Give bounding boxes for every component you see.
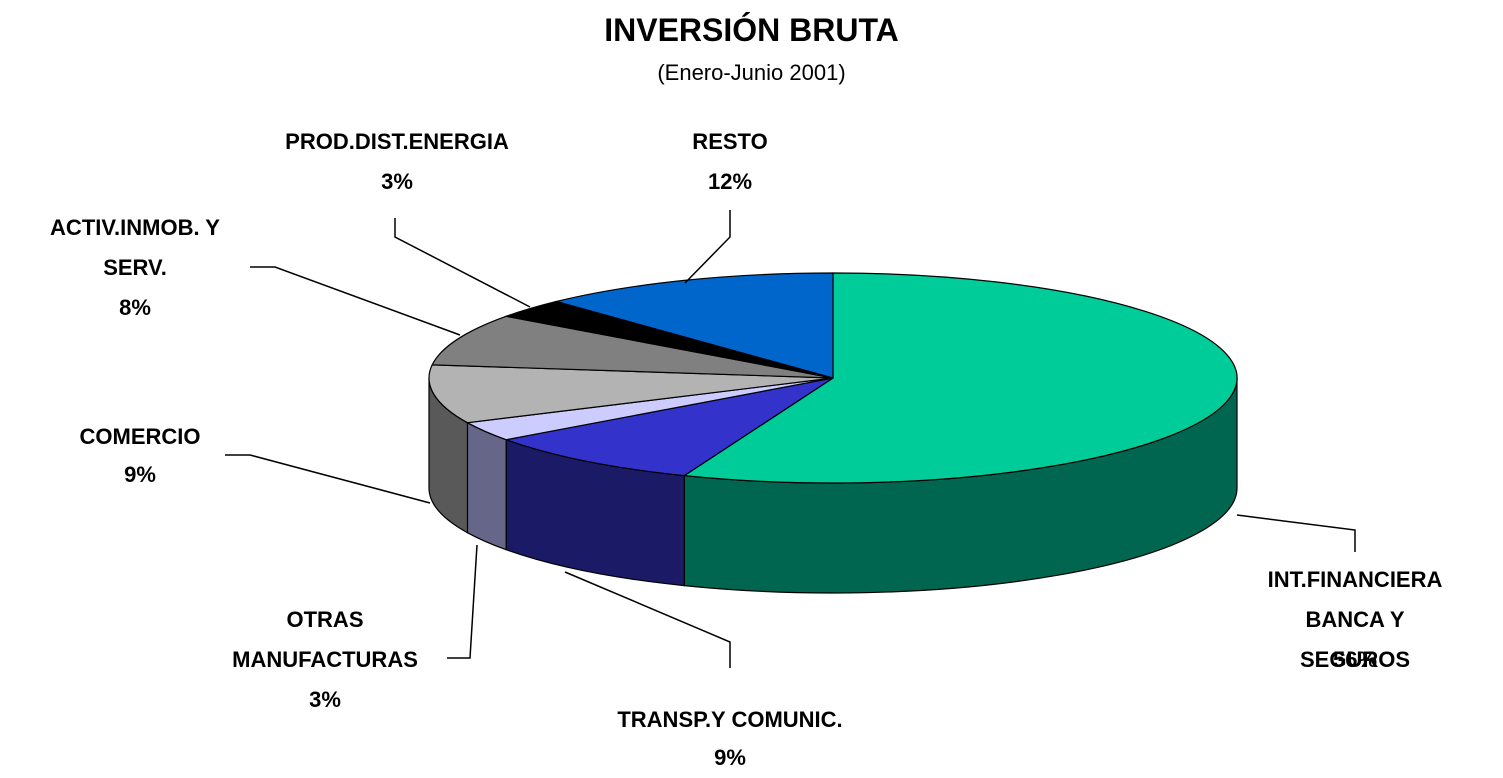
category-label: COMERCIO — [79, 424, 201, 449]
leader-line — [225, 454, 431, 504]
leader-line — [394, 218, 531, 308]
pie-slice — [682, 272, 1238, 484]
category-label: PROD.DIST.ENERGIA — [285, 129, 509, 154]
percent-label: 3% — [381, 169, 413, 194]
pie-slice — [554, 272, 834, 379]
chart: INVERSIÓN BRUTA (Enero-Junio 2001) INT.F… — [50, 12, 1443, 770]
percent-label: 56% — [1332, 647, 1378, 672]
pie — [428, 272, 1238, 594]
leader-lines — [225, 210, 1356, 668]
leader-line — [250, 266, 461, 336]
chart-title: INVERSIÓN BRUTA — [604, 12, 899, 48]
pie-slice — [503, 377, 834, 477]
category-label: RESTO — [692, 129, 768, 154]
leader-line — [1236, 514, 1356, 552]
percent-label: 9% — [714, 745, 746, 770]
pie-slice — [431, 315, 834, 379]
category-label: OTRAS MANUFACTURAS — [232, 607, 418, 672]
percent-label: 8% — [119, 295, 151, 320]
percent-label: 3% — [309, 687, 341, 712]
pie-slice — [428, 364, 834, 424]
percent-label: 9% — [124, 462, 156, 487]
category-label: INT.FINANCIERA BANCA Y SEGUROS — [1267, 567, 1443, 672]
leader-line — [564, 571, 731, 668]
leader-line — [447, 544, 478, 659]
pie-area — [225, 210, 1356, 668]
category-label: TRANSP.Y COMUNIC. — [617, 707, 843, 732]
chart-subtitle: (Enero-Junio 2001) — [657, 60, 846, 85]
category-label: ACTIV.INMOB. Y SERV. — [50, 215, 220, 280]
pie-slice-side — [466, 421, 507, 551]
percent-label: 12% — [707, 169, 753, 194]
leader-line — [684, 210, 731, 284]
